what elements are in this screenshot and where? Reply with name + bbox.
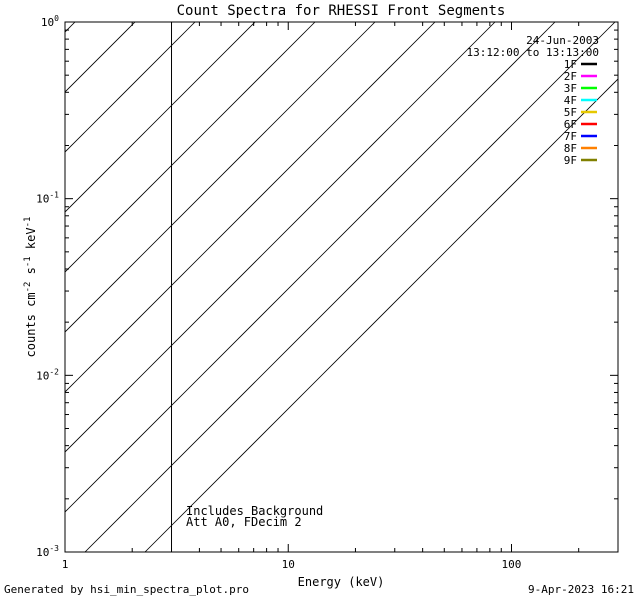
chart-title: Count Spectra for RHESSI Front Segments xyxy=(177,3,506,19)
y-label-part-1: counts cm xyxy=(24,292,38,357)
y-tick-label: 100 xyxy=(41,14,59,29)
generated-by-text: Generated by hsi_min_spectra_plot.pro xyxy=(4,583,250,596)
y-label-exp-2: -1 xyxy=(23,256,33,267)
hatch-line xyxy=(65,22,376,333)
time-range-label: 13:12:00 to 13:13:00 xyxy=(467,46,599,59)
legend-label-1F: 1F xyxy=(564,58,577,71)
legend-label-8F: 8F xyxy=(564,142,577,155)
plot-frame xyxy=(64,21,619,553)
y-tick-base: 10 xyxy=(36,369,49,382)
legend-label-2F: 2F xyxy=(564,70,577,83)
y-label-exp-3: -1 xyxy=(23,217,33,228)
hatched-region xyxy=(65,22,618,552)
y-tick-exp: -2 xyxy=(49,367,59,376)
hatch-line xyxy=(65,22,196,153)
y-tick-label: 10-3 xyxy=(36,544,59,559)
y-tick-base: 10 xyxy=(41,16,54,29)
y-label-part-3: keV xyxy=(24,227,38,256)
hatch-line xyxy=(65,22,496,453)
x-tick-label: 10 xyxy=(282,558,295,571)
hatch-line xyxy=(65,22,136,93)
x-axis-label: Energy (keV) xyxy=(298,575,385,589)
hatch-line xyxy=(65,22,256,213)
note-attenuator: Att A0, FDecim 2 xyxy=(186,515,302,529)
y-tick-exp: 0 xyxy=(54,14,59,23)
hatch-line xyxy=(144,78,618,552)
note-background: Includes Background xyxy=(186,504,323,518)
hatch-line xyxy=(84,22,616,552)
legend-label-3F: 3F xyxy=(564,82,577,95)
date-label: 24-Jun-2003 xyxy=(526,34,599,47)
legend-label-9F: 9F xyxy=(564,154,577,167)
y-label-part-2: s xyxy=(24,267,38,281)
y-tick-base: 10 xyxy=(36,546,49,559)
hatch-line xyxy=(65,22,436,393)
legend-label-4F: 4F xyxy=(564,94,577,107)
legend-label-5F: 5F xyxy=(564,106,577,119)
y-axis-label: counts cm-2 s-1 keV-1 xyxy=(23,217,38,358)
hatch-line xyxy=(65,22,556,513)
y-tick-exp: -3 xyxy=(49,544,59,553)
y-tick-exp: -1 xyxy=(49,191,59,200)
y-tick-label: 10-1 xyxy=(36,191,59,206)
timestamp-text: 9-Apr-2023 16:21 xyxy=(528,583,634,596)
legend-label-7F: 7F xyxy=(564,130,577,143)
x-tick-label: 100 xyxy=(502,558,522,571)
legend-label-6F: 6F xyxy=(564,118,577,131)
y-tick-label: 10-2 xyxy=(36,367,59,382)
hatch-line xyxy=(65,22,76,33)
y-tick-base: 10 xyxy=(36,193,49,206)
hatch-line xyxy=(65,22,316,273)
y-label-exp-1: -2 xyxy=(23,282,33,293)
x-tick-label: 1 xyxy=(62,558,69,571)
